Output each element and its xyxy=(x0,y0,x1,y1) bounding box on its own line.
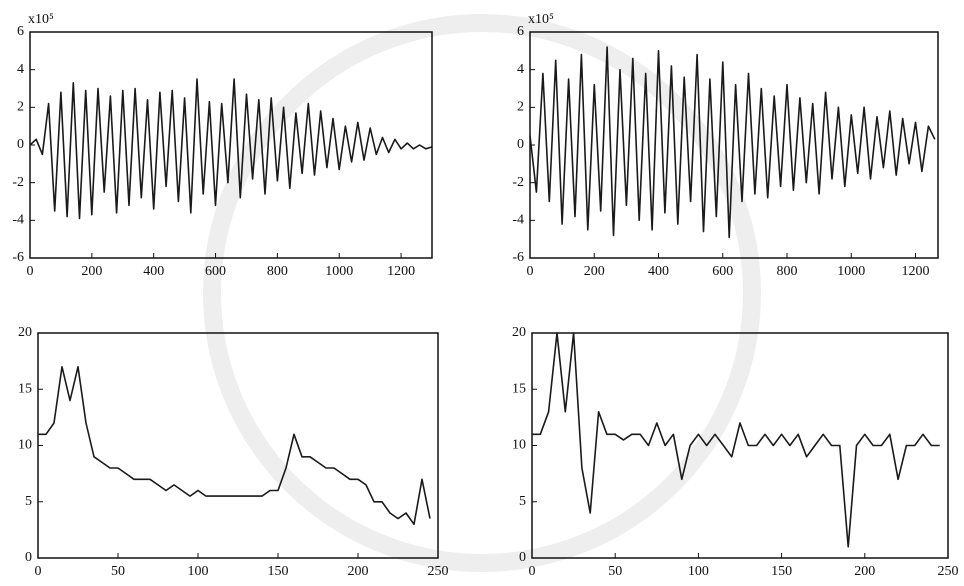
x-tick-label: 1000 xyxy=(837,264,865,279)
y-tick-label: -4 xyxy=(12,213,24,228)
y-tick-label: 5 xyxy=(519,494,526,509)
x-tick-label: 250 xyxy=(428,564,449,579)
y-tick-label: 20 xyxy=(512,325,526,340)
y-tick-label: 15 xyxy=(512,381,526,396)
x-tick-label: 200 xyxy=(584,264,605,279)
y-tick-label: 0 xyxy=(519,550,526,565)
y-tick-label: 10 xyxy=(512,438,526,453)
x-tick-label: 100 xyxy=(688,564,709,579)
x-tick-label: 1000 xyxy=(325,264,353,279)
x-tick-label: 50 xyxy=(111,564,125,579)
x-tick-label: 0 xyxy=(529,564,536,579)
plot-frame xyxy=(37,332,439,559)
y-tick-label: -2 xyxy=(512,175,524,190)
x-tick-label: 1200 xyxy=(387,264,415,279)
y-tick-label: -6 xyxy=(12,250,24,265)
y-tick-label: -2 xyxy=(12,175,24,190)
axis-multiplier: x10⁵ xyxy=(28,12,54,27)
x-tick-label: 1200 xyxy=(902,264,930,279)
y-tick-label: 4 xyxy=(17,62,24,77)
axis-multiplier: x10⁵ xyxy=(528,12,554,27)
y-tick-label: 10 xyxy=(18,438,32,453)
watermark xyxy=(203,14,761,572)
x-tick-label: 100 xyxy=(188,564,209,579)
y-tick-label: 5 xyxy=(25,494,32,509)
x-tick-label: 0 xyxy=(35,564,42,579)
y-tick-label: -4 xyxy=(512,213,524,228)
y-tick-label: 0 xyxy=(25,550,32,565)
x-tick-label: 600 xyxy=(712,264,733,279)
x-tick-label: 250 xyxy=(938,564,959,579)
data-line xyxy=(29,78,433,220)
y-tick-label: 15 xyxy=(18,381,32,396)
data-line xyxy=(529,46,936,239)
x-tick-label: 200 xyxy=(81,264,102,279)
y-tick-label: 0 xyxy=(17,137,24,152)
x-tick-label: 200 xyxy=(854,564,875,579)
x-tick-label: 400 xyxy=(648,264,669,279)
data-line xyxy=(38,366,431,526)
x-tick-label: 150 xyxy=(268,564,289,579)
y-tick-label: 2 xyxy=(17,100,24,115)
y-tick-label: 2 xyxy=(517,100,524,115)
x-tick-label: 0 xyxy=(527,264,534,279)
x-tick-label: 800 xyxy=(267,264,288,279)
x-tick-label: 150 xyxy=(771,564,792,579)
plot-frame xyxy=(29,31,433,259)
x-tick-label: 50 xyxy=(608,564,622,579)
x-tick-label: 0 xyxy=(27,264,34,279)
data-line xyxy=(532,332,940,548)
y-tick-label: 20 xyxy=(18,325,32,340)
x-tick-label: 200 xyxy=(348,564,369,579)
y-tick-label: 6 xyxy=(17,24,24,39)
y-tick-label: 0 xyxy=(517,137,524,152)
y-tick-label: 6 xyxy=(517,24,524,39)
y-tick-label: 4 xyxy=(517,62,524,77)
x-tick-label: 400 xyxy=(143,264,164,279)
x-tick-label: 800 xyxy=(777,264,798,279)
x-tick-label: 600 xyxy=(205,264,226,279)
y-tick-label: -6 xyxy=(512,250,524,265)
